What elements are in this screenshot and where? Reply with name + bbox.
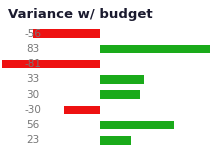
- Bar: [100, 90, 140, 99]
- Bar: [64, 106, 100, 114]
- Text: -30: -30: [24, 105, 41, 115]
- Text: 56: 56: [26, 120, 39, 130]
- Bar: [100, 75, 144, 83]
- Text: -56: -56: [24, 29, 41, 38]
- Bar: [33, 29, 100, 38]
- Text: -81: -81: [24, 59, 41, 69]
- Text: 33: 33: [26, 74, 39, 84]
- Text: 83: 83: [26, 44, 39, 54]
- Bar: [2, 60, 100, 68]
- Bar: [100, 121, 174, 129]
- Text: Variance w/ budget: Variance w/ budget: [8, 8, 153, 21]
- Text: 30: 30: [26, 90, 39, 100]
- Bar: [100, 45, 210, 53]
- Text: 23: 23: [26, 135, 39, 145]
- Bar: [100, 136, 131, 145]
